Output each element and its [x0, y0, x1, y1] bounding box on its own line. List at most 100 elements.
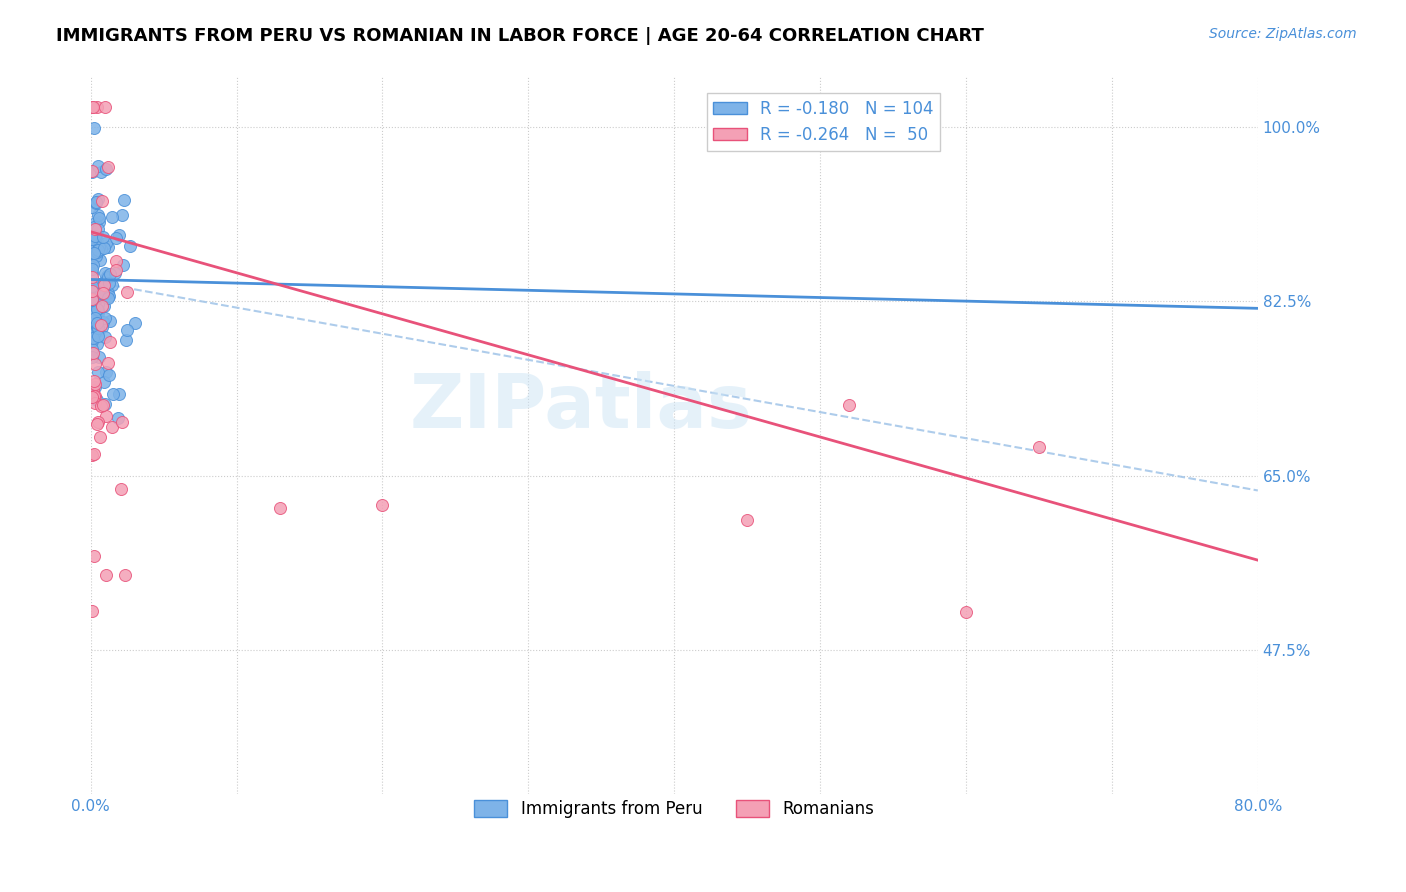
- Point: [91, 315, 114, 329]
- Point: [735, 513, 758, 527]
- Point: [89, 350, 111, 364]
- Point: [118, 239, 141, 253]
- Point: [80, 100, 103, 114]
- Point: [101, 211, 124, 225]
- Point: [98, 289, 121, 303]
- Point: [87, 192, 110, 206]
- Point: [97, 240, 120, 254]
- Point: [84, 325, 107, 339]
- Point: [84, 195, 107, 210]
- Point: [86, 244, 108, 259]
- Point: [89, 289, 111, 303]
- Point: [90, 399, 112, 413]
- Point: [80, 261, 103, 276]
- Point: [86, 337, 108, 351]
- Point: [83, 283, 105, 297]
- Point: [114, 568, 136, 582]
- Point: [91, 229, 114, 244]
- Point: [83, 246, 105, 260]
- Text: ZIPatlas: ZIPatlas: [409, 370, 752, 443]
- Point: [104, 266, 127, 280]
- Point: [90, 318, 112, 332]
- Point: [97, 291, 120, 305]
- Point: [80, 390, 103, 404]
- Point: [87, 366, 110, 380]
- Point: [98, 368, 121, 382]
- Point: [93, 278, 115, 293]
- Point: [84, 310, 107, 325]
- Point: [80, 292, 103, 306]
- Point: [83, 241, 105, 255]
- Point: [371, 498, 394, 512]
- Point: [86, 417, 108, 431]
- Point: [114, 333, 136, 347]
- Point: [96, 268, 118, 283]
- Point: [94, 266, 117, 280]
- Point: [112, 259, 135, 273]
- Point: [82, 346, 104, 360]
- Point: [94, 397, 117, 411]
- Point: [87, 302, 110, 317]
- Point: [1028, 440, 1050, 454]
- Point: [97, 160, 120, 174]
- Point: [80, 448, 103, 462]
- Point: [82, 350, 104, 364]
- Point: [80, 342, 103, 356]
- Point: [97, 286, 120, 301]
- Point: [83, 447, 105, 461]
- Point: [105, 253, 128, 268]
- Point: [87, 159, 110, 173]
- Point: [82, 305, 104, 319]
- Point: [89, 211, 111, 225]
- Point: [90, 285, 112, 300]
- Point: [84, 249, 107, 263]
- Point: [80, 334, 103, 348]
- Point: [84, 216, 107, 230]
- Point: [84, 380, 107, 394]
- Point: [94, 235, 117, 250]
- Point: [82, 331, 104, 345]
- Point: [80, 604, 103, 618]
- Point: [82, 383, 104, 397]
- Point: [101, 386, 124, 401]
- Point: [100, 334, 122, 349]
- Point: [84, 290, 107, 304]
- Point: [83, 389, 105, 403]
- Point: [94, 311, 117, 326]
- Point: [86, 100, 108, 114]
- Point: [83, 121, 105, 136]
- Point: [105, 231, 128, 245]
- Point: [80, 165, 103, 179]
- Point: [90, 299, 112, 313]
- Point: [91, 320, 114, 334]
- Point: [87, 244, 110, 258]
- Point: [83, 377, 105, 392]
- Point: [84, 194, 107, 209]
- Point: [80, 266, 103, 280]
- Point: [83, 242, 105, 256]
- Point: [91, 286, 114, 301]
- Point: [91, 398, 114, 412]
- Point: [93, 375, 115, 389]
- Point: [84, 322, 107, 336]
- Point: [91, 194, 114, 208]
- Point: [89, 277, 111, 291]
- Point: [82, 100, 104, 114]
- Point: [96, 161, 118, 176]
- Point: [80, 269, 103, 284]
- Point: [84, 357, 107, 371]
- Point: [84, 395, 107, 409]
- Point: [84, 227, 107, 241]
- Point: [82, 232, 104, 246]
- Point: [115, 323, 138, 337]
- Point: [84, 292, 107, 306]
- Point: [107, 411, 129, 425]
- Point: [86, 234, 108, 248]
- Point: [93, 275, 115, 289]
- Point: [87, 215, 110, 229]
- Point: [80, 238, 103, 252]
- Point: [269, 501, 291, 516]
- Point: [93, 100, 115, 114]
- Point: [838, 398, 860, 412]
- Point: [87, 221, 110, 235]
